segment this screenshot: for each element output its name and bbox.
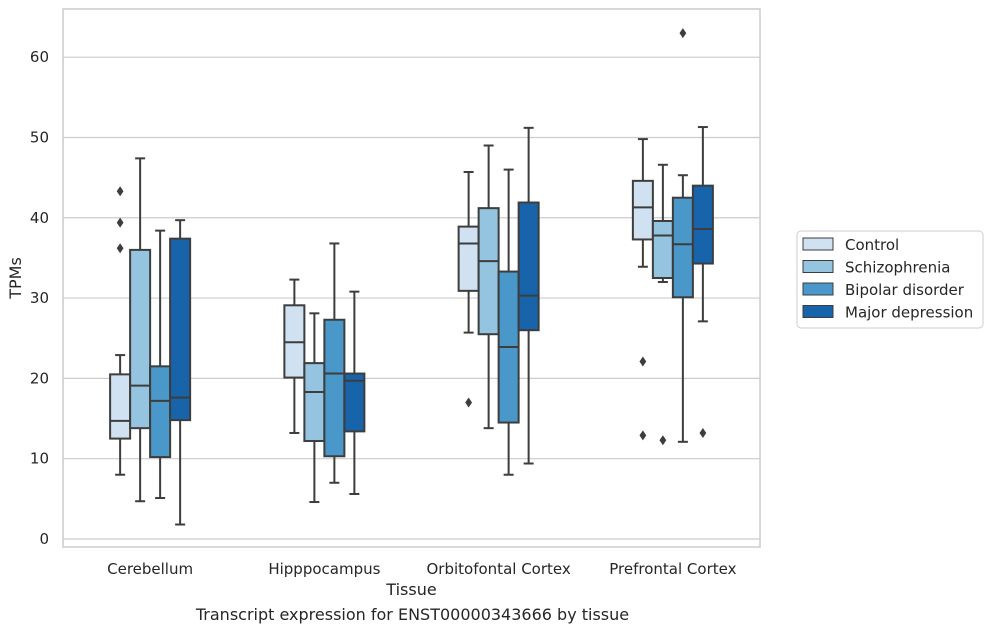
box-group [323, 242, 346, 484]
x-axis-label: Tissue [385, 580, 436, 599]
legend-swatch [802, 305, 834, 318]
box-iqr [323, 318, 346, 458]
box-iqr [651, 219, 674, 279]
box-iqr [149, 365, 172, 459]
figure-caption: Transcript expression for ENST0000034366… [195, 605, 630, 624]
box-iqr [671, 196, 694, 299]
box-group [149, 229, 172, 500]
box-group [477, 144, 500, 430]
outlier-point [116, 186, 124, 197]
grid-lines [63, 56, 760, 540]
outlier-point [465, 397, 473, 408]
y-tick-label: 0 [39, 530, 49, 548]
box-group [109, 186, 132, 476]
y-axis-label: TPMs [6, 257, 25, 300]
box-iqr [169, 237, 192, 422]
y-tick-label: 30 [30, 289, 49, 307]
outlier-point [116, 243, 124, 254]
box-group [517, 126, 540, 465]
box-group [651, 163, 674, 446]
box-group [283, 278, 306, 434]
box-group [457, 171, 480, 408]
legend-swatch [802, 282, 834, 296]
box-group [497, 168, 520, 476]
y-tick-label: 60 [30, 48, 49, 66]
legend: Control Schizophrenia Bipolar disorder Majo… [796, 230, 984, 329]
outlier-point [699, 427, 707, 438]
y-tick-label: 50 [30, 128, 49, 146]
box-iqr [303, 362, 326, 443]
box-group [129, 157, 152, 503]
x-tick-label: Orbitofontal Cortex [427, 560, 571, 578]
y-tick-label: 10 [30, 450, 49, 468]
box-group [343, 290, 366, 496]
outlier-point [639, 356, 647, 367]
boxes [109, 28, 714, 526]
y-tick-labels: 0 10 20 30 40 50 60 [30, 48, 49, 548]
box-group [691, 126, 714, 438]
legend-swatch [802, 260, 834, 273]
box-iqr [631, 179, 654, 241]
box-iqr [691, 184, 714, 265]
legend-label: Control [845, 236, 899, 254]
box-group [169, 219, 192, 526]
legend-label: Major depression [845, 304, 973, 322]
outlier-point [659, 435, 667, 446]
legend-frame [796, 230, 984, 329]
outlier-point [679, 28, 687, 39]
y-tick-label: 40 [30, 209, 49, 227]
legend-label: Bipolar disorder [845, 281, 965, 299]
box-iqr [109, 373, 132, 440]
box-iqr [343, 372, 366, 433]
legend-swatch [802, 237, 834, 251]
box-group [631, 138, 654, 441]
legend-label: Schizophrenia [845, 259, 950, 277]
x-tick-labels: Cerebellum Hipppocampus Orbitofontal Corte… [107, 560, 736, 578]
box-iqr [477, 207, 500, 336]
box-group [671, 28, 694, 443]
box-iqr [457, 225, 480, 292]
box-group [303, 312, 326, 504]
y-tick-label: 20 [30, 369, 49, 387]
outlier-point [116, 217, 124, 228]
outlier-point [639, 430, 647, 441]
x-tick-label: Prefrontal Cortex [609, 560, 736, 578]
box-iqr [129, 248, 152, 430]
x-tick-label: Hipppocampus [268, 560, 380, 578]
box-iqr [517, 201, 540, 332]
plot-frame [62, 8, 761, 548]
x-tick-label: Cerebellum [107, 560, 193, 578]
